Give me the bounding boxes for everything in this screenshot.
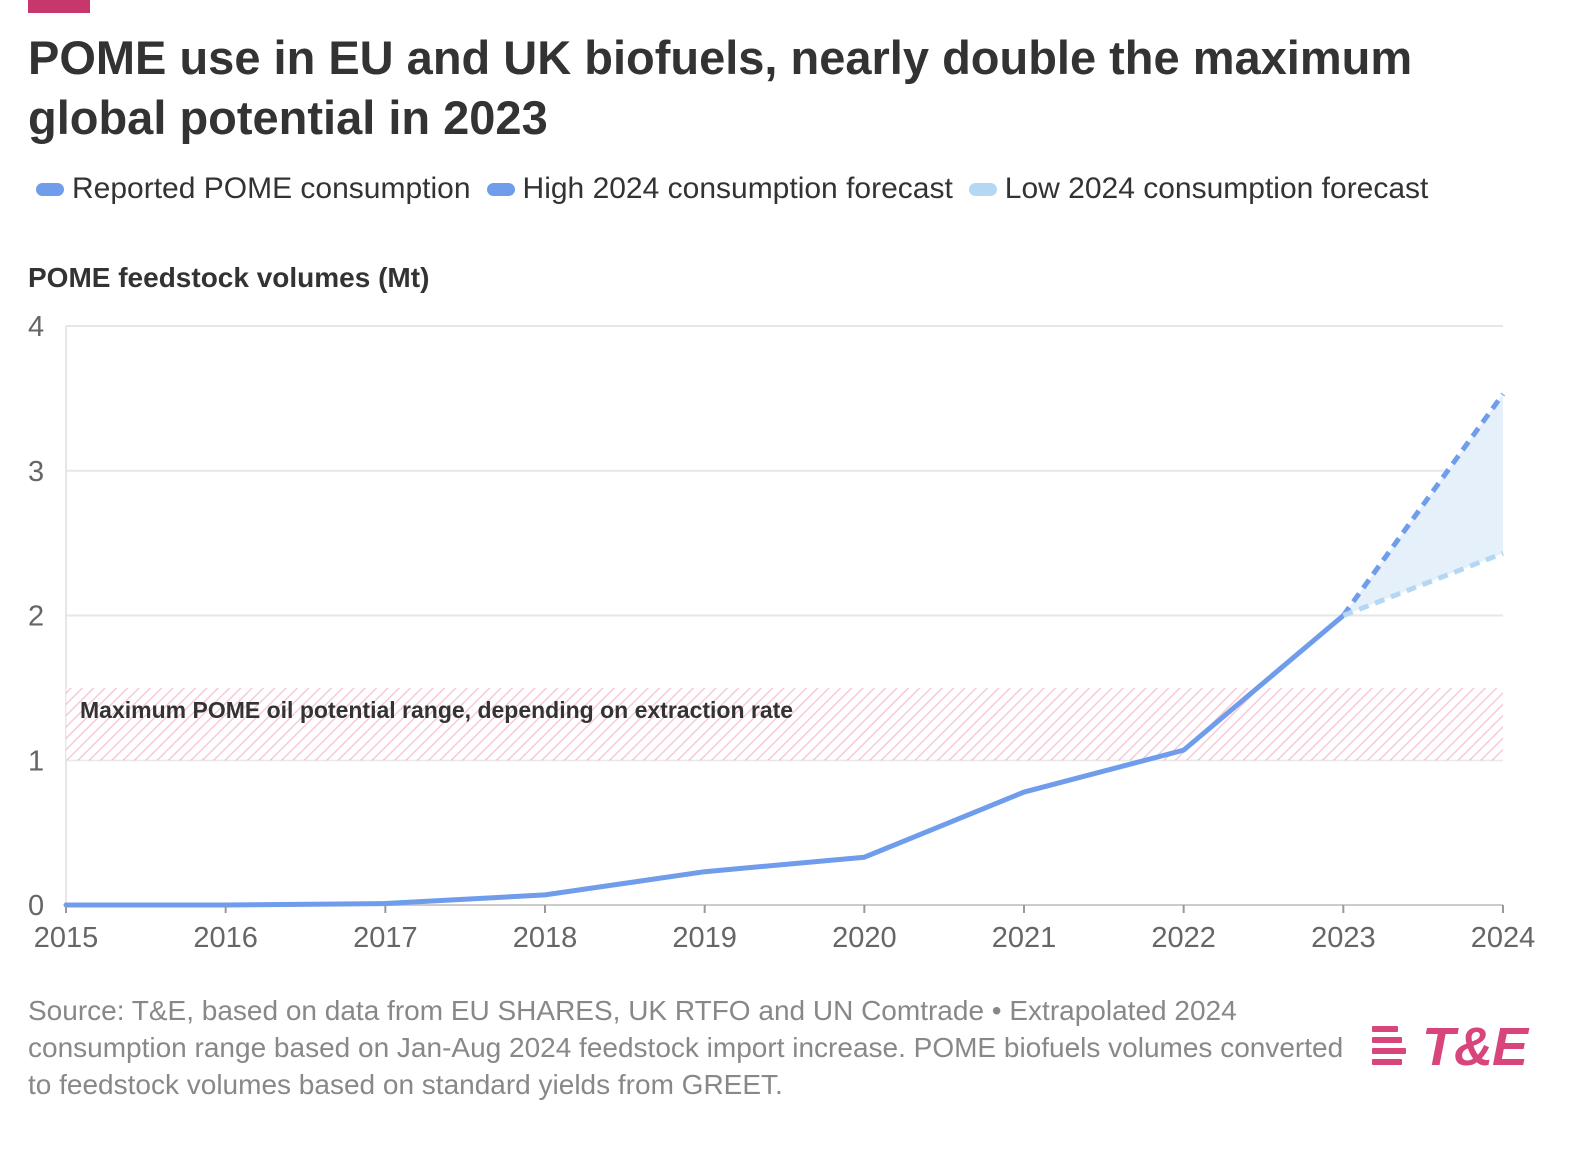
series-line-high-forecast <box>1341 392 1506 617</box>
x-tick-label: 2022 <box>1151 922 1216 954</box>
te-logo: T&E <box>1372 1017 1528 1077</box>
logo-text: T&E <box>1422 1017 1528 1077</box>
x-tick-label: 2024 <box>1471 922 1536 954</box>
x-tick-label: 2021 <box>992 922 1057 954</box>
legend-item-high: High 2024 consumption forecast <box>486 172 953 206</box>
legend-swatch-reported <box>36 182 64 196</box>
legend-label-high: High 2024 consumption forecast <box>522 172 953 205</box>
y-tick-label: 3 <box>28 456 44 488</box>
chart-title: POME use in EU and UK biofuels, nearly d… <box>28 31 1413 144</box>
x-tick-label: 2016 <box>193 922 258 954</box>
legend-swatch-high <box>486 182 515 196</box>
band-label: Maximum POME oil potential range, depend… <box>80 697 793 723</box>
legend: Reported POME consumption High 2024 cons… <box>36 172 1444 206</box>
y-axis-title: POME feedstock volumes (Mt) <box>28 262 430 293</box>
legend-label-low: Low 2024 consumption forecast <box>1004 172 1429 205</box>
x-tick-label: 2023 <box>1311 922 1376 954</box>
x-tick-label: 2017 <box>353 922 418 954</box>
accent-bar <box>28 0 90 13</box>
y-tick-label: 0 <box>28 890 44 922</box>
y-tick-label: 4 <box>28 311 44 343</box>
x-tick-label: 2020 <box>832 922 897 954</box>
series-line-reported <box>63 613 1346 908</box>
legend-label-reported: Reported POME consumption <box>72 172 471 205</box>
legend-item-low: Low 2024 consumption forecast <box>968 172 1429 206</box>
x-tick-label: 2019 <box>672 922 737 954</box>
x-tick-label: 2015 <box>34 922 99 954</box>
legend-item-reported: Reported POME consumption <box>36 172 471 206</box>
logo-mark-icon <box>1372 1024 1408 1070</box>
x-tick-label: 2018 <box>513 922 578 954</box>
y-tick-label: 1 <box>28 745 44 777</box>
source-note: Source: T&E, based on data from EU SHARE… <box>28 995 1344 1100</box>
potential-band <box>66 687 1503 761</box>
legend-swatch-low <box>968 182 997 196</box>
line-chart: Maximum POME oil potential range, depend… <box>28 311 1536 954</box>
series-line-low-forecast <box>1342 550 1504 618</box>
y-tick-label: 2 <box>28 601 44 633</box>
